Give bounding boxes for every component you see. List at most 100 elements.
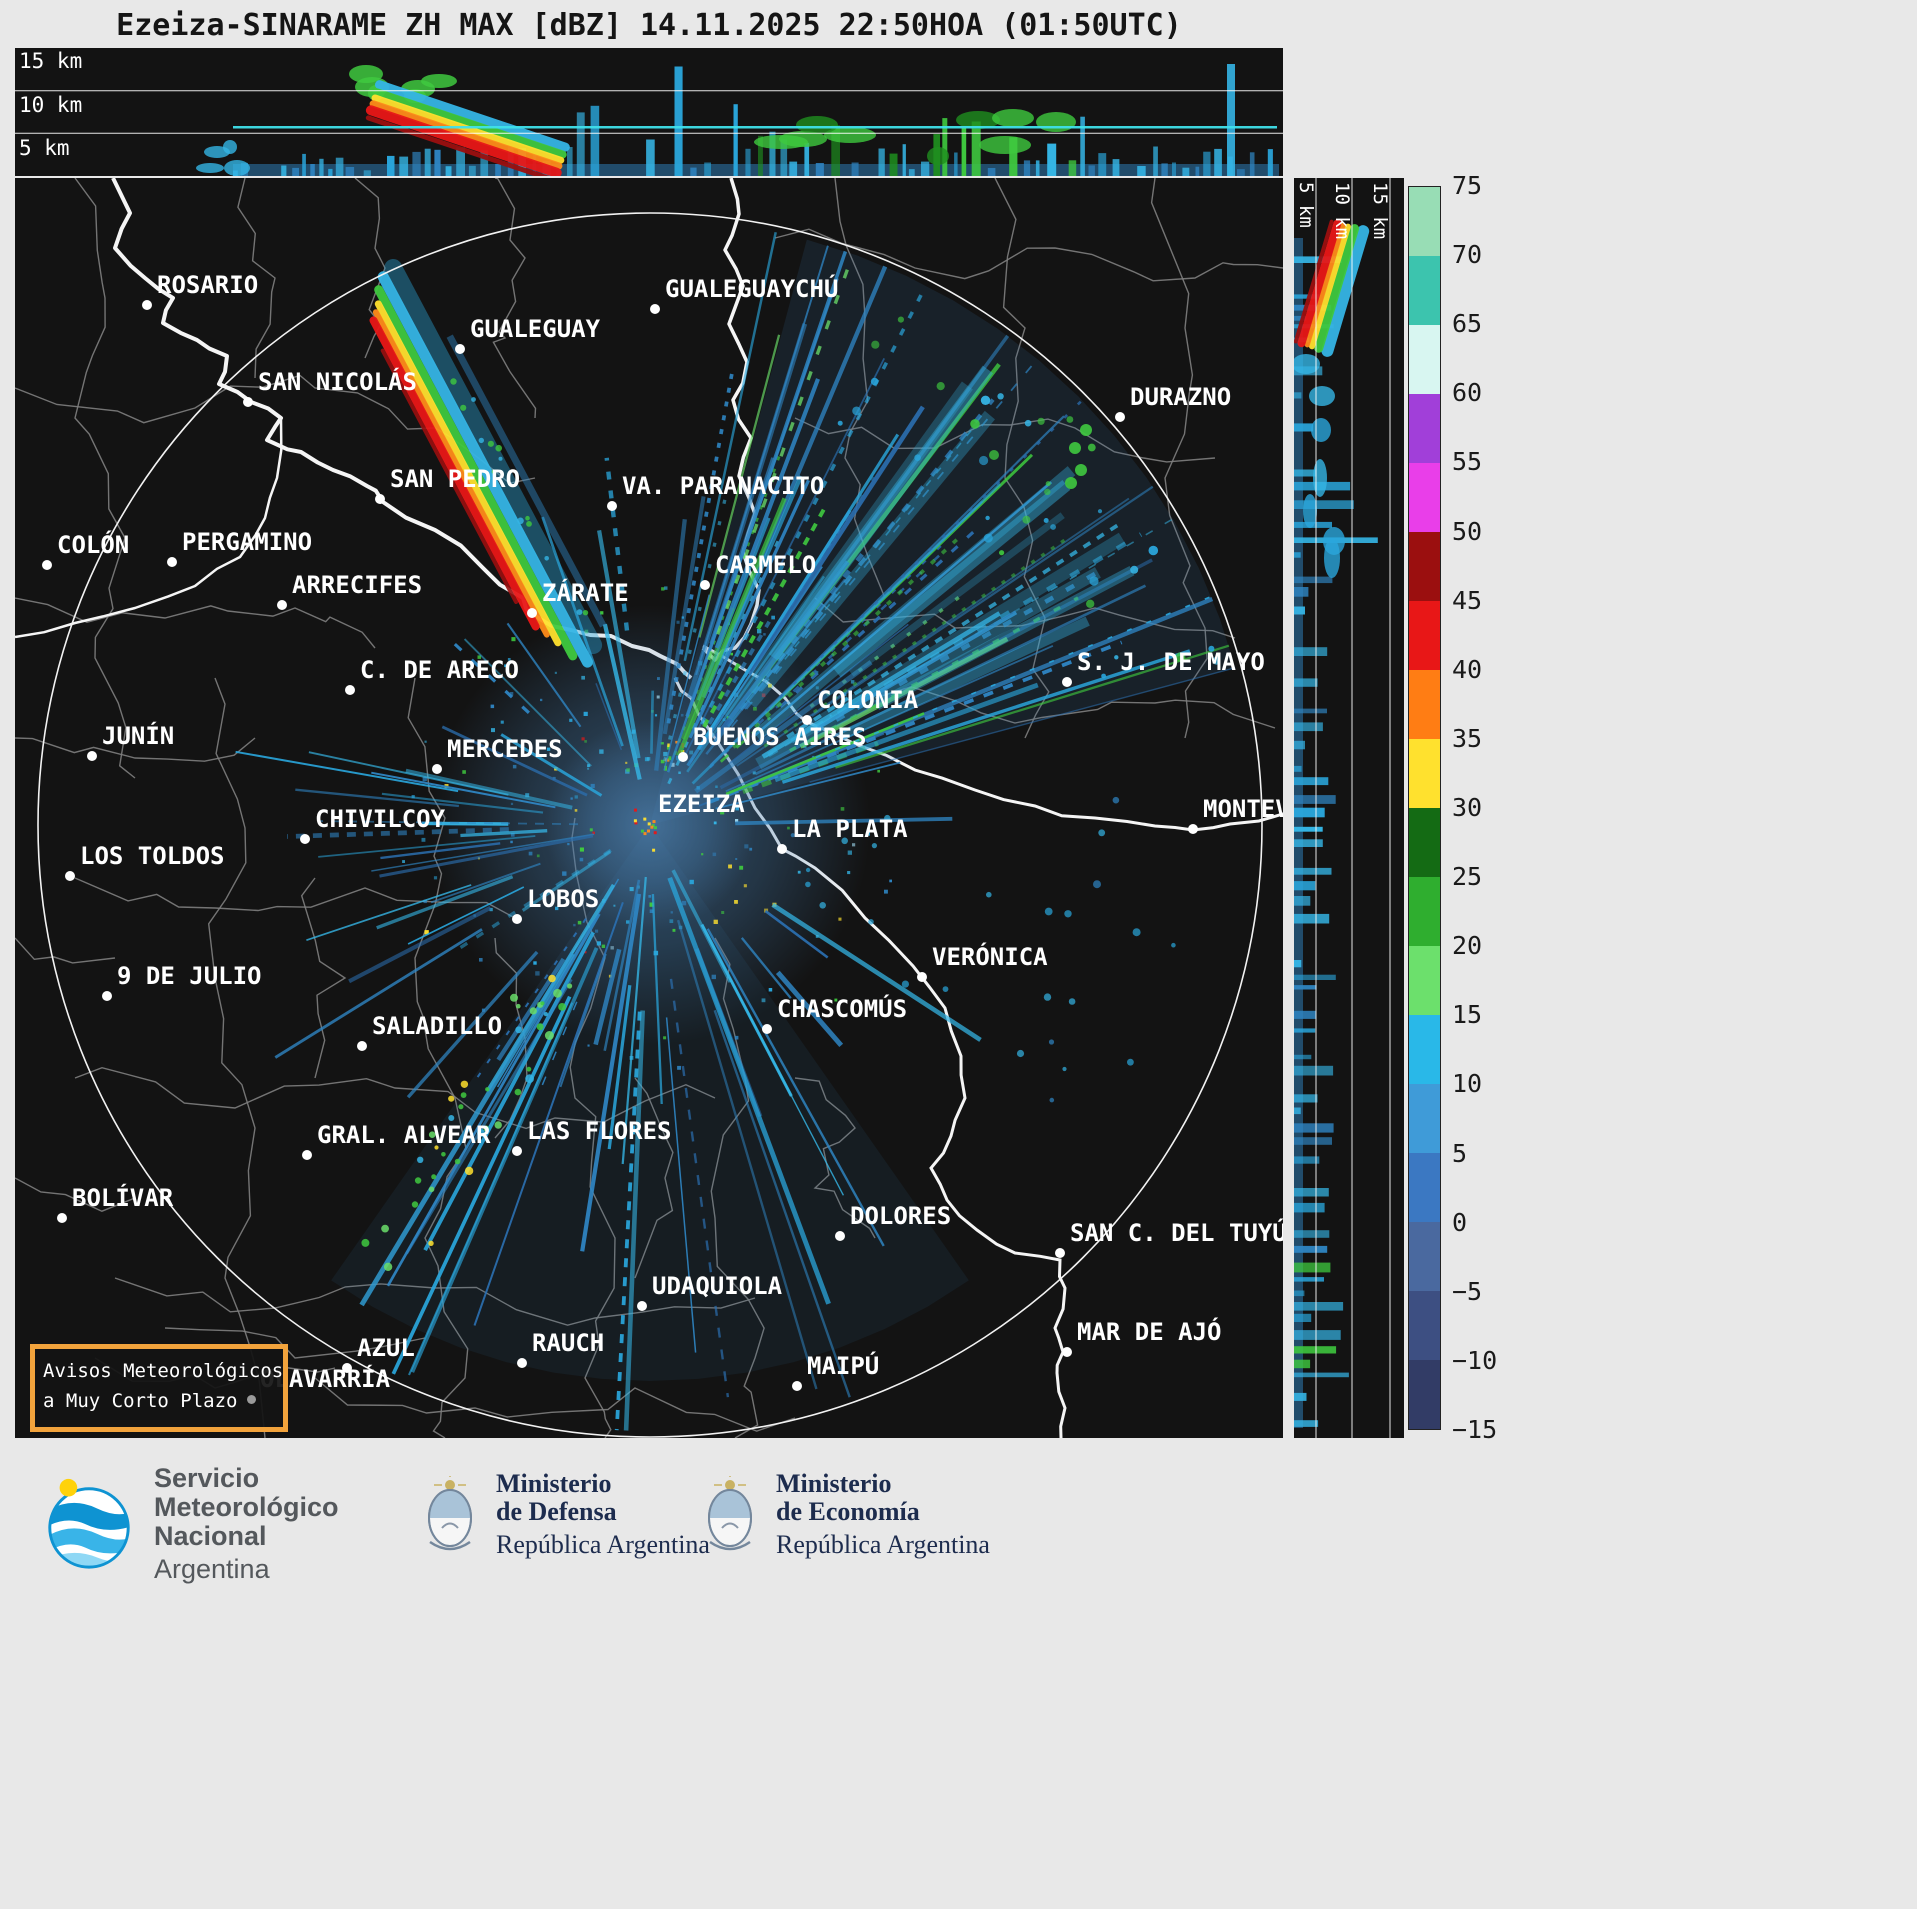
city-label: MONTEVIDEO [1203, 795, 1283, 823]
top-cross-section-plot [15, 48, 1283, 176]
city-label: GRAL. ALVEAR [317, 1121, 491, 1149]
city-label: MERCEDES [447, 735, 563, 763]
city-label: PERGAMINO [182, 528, 312, 556]
colorbar-segment [1409, 877, 1440, 946]
city-label: CHIVILCOY [315, 805, 446, 833]
city-label: LA PLATA [792, 815, 908, 843]
city-label: MAR DE AJÓ [1077, 1316, 1222, 1346]
altitude-label: 15 km [1369, 182, 1391, 240]
ministry-subtitle: República Argentina [496, 1530, 710, 1559]
city-dot-olavarria [247, 1395, 256, 1404]
colorbar-tick: 70 [1452, 240, 1483, 270]
colorbar-tick: 55 [1452, 447, 1483, 477]
city-dot [678, 752, 688, 762]
city-dot [243, 397, 253, 407]
city-label: 9 DE JULIO [117, 962, 262, 990]
colorbar-tick: −5 [1452, 1276, 1483, 1306]
colorbar-tick: 40 [1452, 654, 1483, 684]
colorbar-segment [1409, 187, 1440, 256]
city-dot [650, 304, 660, 314]
colorbar-tick: 15 [1452, 1000, 1483, 1030]
altitude-label: 10 km [1331, 182, 1353, 240]
colorbar-tick: 50 [1452, 516, 1483, 546]
colorbar-segment [1409, 808, 1440, 877]
bright-band-line [233, 126, 1277, 129]
colorbar-tick: 0 [1452, 1207, 1468, 1237]
city-label: SAN PEDRO [390, 465, 520, 493]
range-ring [37, 212, 1263, 1438]
colorbar-segment [1409, 1015, 1440, 1084]
city-dot [517, 1358, 527, 1368]
colorbar-segment [1409, 1222, 1440, 1291]
colorbar-tick: 60 [1452, 378, 1483, 408]
coat-of-arms-icon [708, 1475, 752, 1550]
city-dot [102, 991, 112, 1001]
alert-line-2: a Muy Corto Plazo [43, 1390, 238, 1412]
page-title: Ezeiza-SINARAME ZH MAX [dBZ] 14.11.2025 … [116, 8, 1182, 43]
colorbar-segment [1409, 256, 1440, 325]
city-dot [1188, 824, 1198, 834]
colorbar-tick: 45 [1452, 585, 1483, 615]
city-dot [637, 1301, 647, 1311]
city-dot [607, 501, 617, 511]
footer: Servicio Meteorológico Nacional Argentin… [0, 1458, 1917, 1648]
city-dot [42, 560, 52, 570]
right-cross-section-panel: 5 km 10 km 15 km [1294, 178, 1404, 1438]
city-dot [432, 764, 442, 774]
city-label: MAIPÚ [807, 1350, 879, 1380]
city-label: RAUCH [532, 1329, 604, 1357]
hail-spike-echo [369, 259, 607, 668]
colorbar-segment [1409, 601, 1440, 670]
city-label: LOBOS [527, 885, 599, 913]
colorbar-segment [1409, 532, 1440, 601]
city-label: LAS FLORES [527, 1117, 672, 1145]
city-dot [802, 715, 812, 725]
radar-map-panel: ROSARIO GUALEGUAYCHÚ GUALEGUAY SAN NICOLÁS D… [15, 178, 1283, 1438]
city-markers: ROSARIO GUALEGUAYCHÚ GUALEGUAY SAN NICOLÁS D… [42, 271, 1283, 1393]
colorbar-tick: −10 [1452, 1345, 1498, 1375]
city-dot [512, 1146, 522, 1156]
coat-of-arms-icon [428, 1475, 472, 1550]
city-dot [87, 751, 97, 761]
city-label: C. DE ARECO [360, 656, 519, 684]
smn-country: Argentina [154, 1554, 270, 1584]
city-dot [455, 344, 465, 354]
city-label: CARMELO [715, 551, 816, 579]
ministry-name-line: de Economía [776, 1497, 920, 1526]
colorbar-segment [1409, 1291, 1440, 1360]
right-gridlines [1315, 178, 1391, 1438]
city-dot [65, 871, 75, 881]
altitude-label: 15 km [19, 49, 83, 73]
city-dot [512, 914, 522, 924]
alert-box-avisos[interactable]: Avisos Meteorológicos a Muy Corto Plazo [30, 1344, 288, 1432]
top-cross-section-panel: 15 km 10 km 5 km [15, 48, 1283, 176]
city-dot [142, 300, 152, 310]
city-label: DOLORES [850, 1202, 951, 1230]
ministerio-defensa-block: Ministerio de Defensa República Argentin… [420, 1470, 710, 1559]
city-label: COLONIA [817, 686, 919, 714]
ministry-subtitle: República Argentina [776, 1530, 990, 1559]
colorbar-segment [1409, 1153, 1440, 1222]
city-label: GUALEGUAY [470, 315, 601, 343]
colorbar-segment [1409, 463, 1440, 532]
city-label: LOS TOLDOS [80, 842, 225, 870]
city-label: COLÓN [57, 529, 129, 559]
altitude-label: 5 km [19, 136, 70, 160]
city-dot [835, 1231, 845, 1241]
city-dot [762, 1024, 772, 1034]
ministry-name-line: Ministerio [776, 1469, 892, 1498]
city-label: ROSARIO [157, 271, 258, 299]
top-gridlines [15, 90, 1283, 134]
colorbar-tick: 25 [1452, 862, 1483, 892]
city-label: UDAQUIOLA [652, 1272, 783, 1300]
city-dot [917, 972, 927, 982]
smn-name-line: Nacional [154, 1521, 267, 1551]
city-label: BUENOS AIRES [693, 723, 866, 751]
city-label: SAN C. DEL TUYÚ [1070, 1217, 1283, 1247]
ministerio-economia-block: Ministerio de Economía República Argenti… [700, 1470, 990, 1559]
city-dot [357, 1041, 367, 1051]
city-dot [1062, 1347, 1072, 1357]
colorbar-tick: 75 [1452, 171, 1483, 200]
city-dot [342, 1363, 352, 1373]
